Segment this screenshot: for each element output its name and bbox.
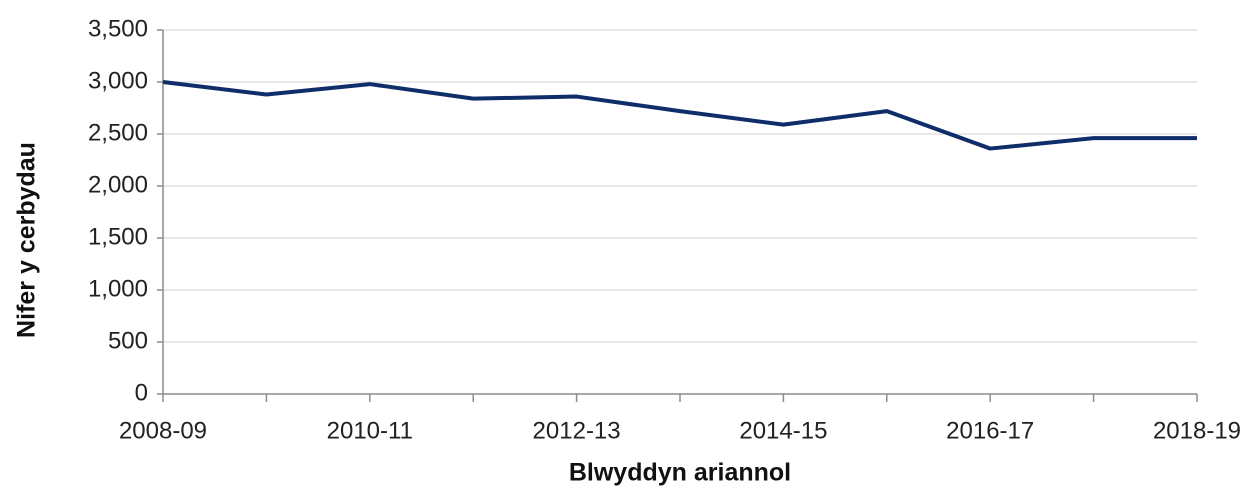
x-tick-label: 2010-11 bbox=[327, 417, 413, 444]
x-axis-title: Blwyddyn ariannol bbox=[569, 459, 791, 487]
data-line bbox=[162, 80, 1197, 151]
y-axis-title: Nifer y cerbydau bbox=[13, 142, 41, 338]
y-tick-label: 1,000 bbox=[88, 275, 148, 302]
y-tick-label: 500 bbox=[108, 327, 148, 354]
x-tick-label: 2018-19 bbox=[1153, 417, 1241, 444]
x-tick-label: 2016-17 bbox=[946, 417, 1034, 444]
x-tick-label: 2014-15 bbox=[739, 417, 827, 444]
y-tick-label: 1,500 bbox=[88, 223, 148, 250]
x-tick-label: 2012-13 bbox=[533, 417, 621, 444]
x-tick-label: 2008-09 bbox=[119, 417, 207, 444]
y-tick-label: 3,500 bbox=[88, 15, 148, 42]
y-tick-label: 3,000 bbox=[88, 67, 148, 94]
y-tick-label: 0 bbox=[135, 379, 148, 406]
y-tick-label: 2,000 bbox=[88, 171, 148, 198]
y-tick-label: 2,500 bbox=[88, 119, 148, 146]
